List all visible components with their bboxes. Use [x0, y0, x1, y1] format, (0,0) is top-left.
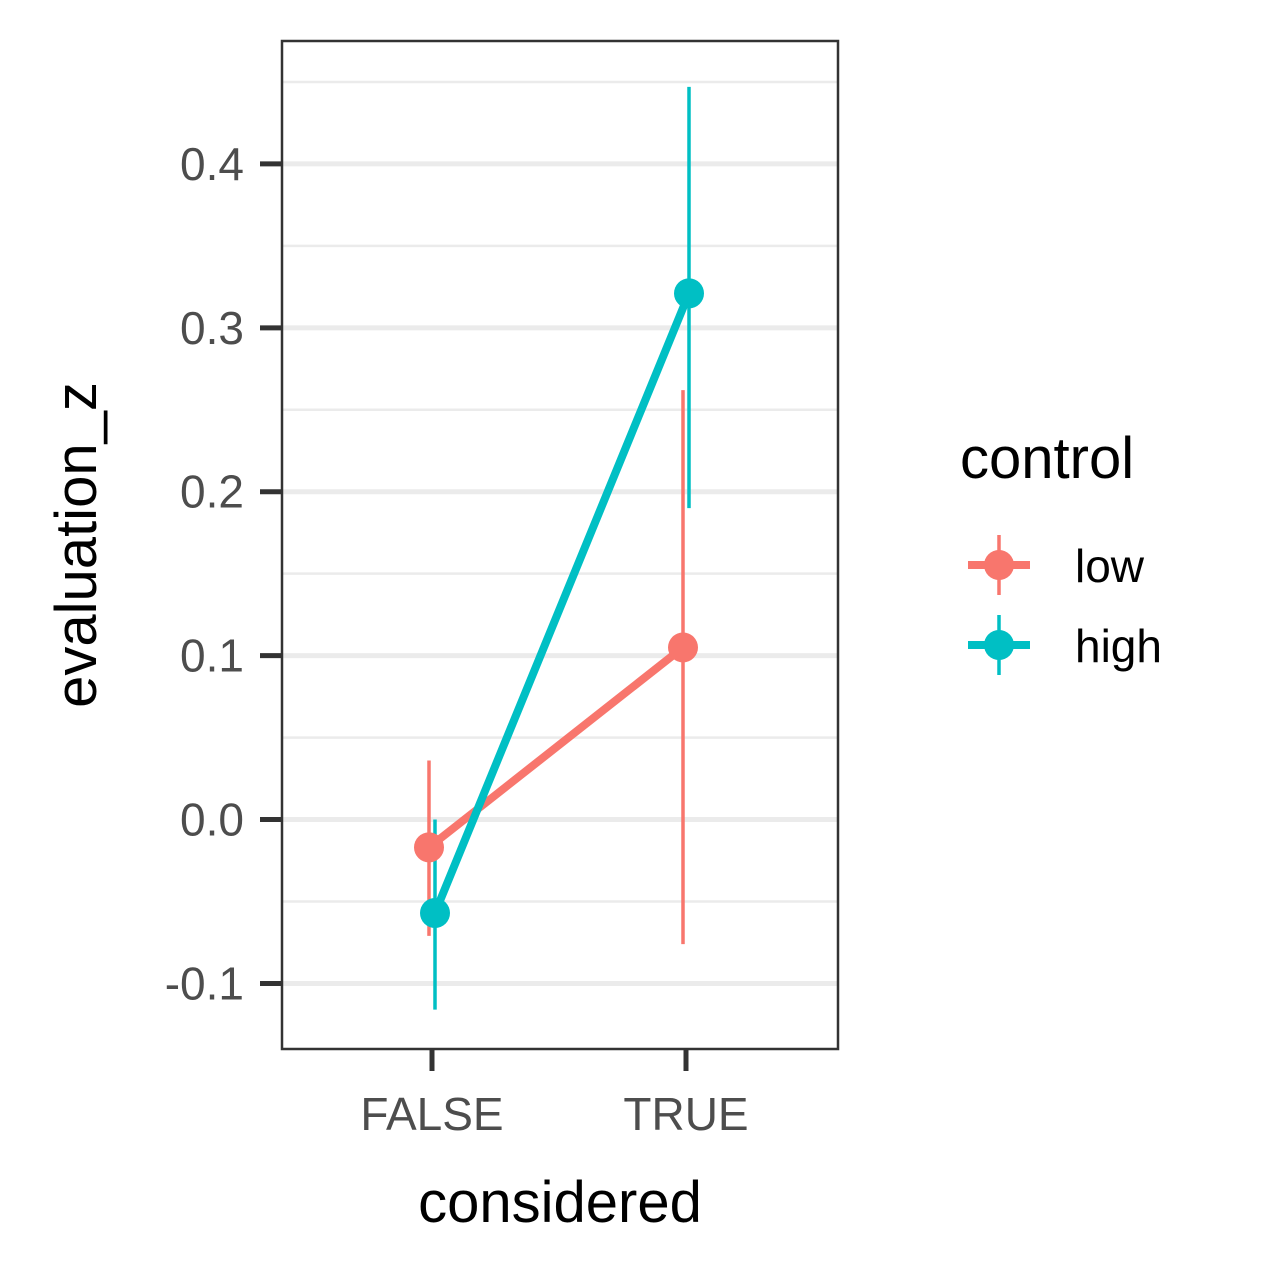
- series-layer: [414, 86, 704, 1010]
- legend-label-low: low: [1075, 540, 1145, 592]
- y-tick-label: 0.0: [180, 794, 244, 846]
- x-tick-label: TRUE: [623, 1088, 748, 1140]
- point-high: [420, 897, 450, 928]
- point-low: [668, 632, 698, 663]
- point-low: [414, 832, 444, 863]
- legend-item-low: low: [968, 535, 1145, 595]
- legend-title: control: [960, 426, 1134, 491]
- x-tick-label: FALSE: [360, 1088, 503, 1140]
- y-axis-title: evaluation_z: [44, 382, 109, 708]
- y-tick-label: 0.3: [180, 302, 244, 354]
- legend-item-high: high: [968, 615, 1162, 675]
- legend-key-point: [984, 630, 1014, 660]
- legend: control low high: [960, 426, 1162, 675]
- legend-label-high: high: [1075, 620, 1162, 672]
- grid-layer: [282, 80, 838, 986]
- y-tick-label: 0.1: [180, 630, 244, 682]
- y-tick-label: 0.4: [180, 138, 244, 190]
- axis-layer: -0.1 0.0 0.1 0.2 0.3 0.4 FALSE TRUE: [165, 138, 749, 1140]
- series-line-high: [431, 291, 693, 915]
- y-tick-label: -0.1: [165, 957, 244, 1009]
- x-axis-title: considered: [418, 1170, 702, 1235]
- panel-border: [280, 39, 840, 1051]
- point-high: [674, 278, 704, 309]
- y-tick-label: 0.2: [180, 466, 244, 518]
- legend-key-point: [984, 550, 1014, 580]
